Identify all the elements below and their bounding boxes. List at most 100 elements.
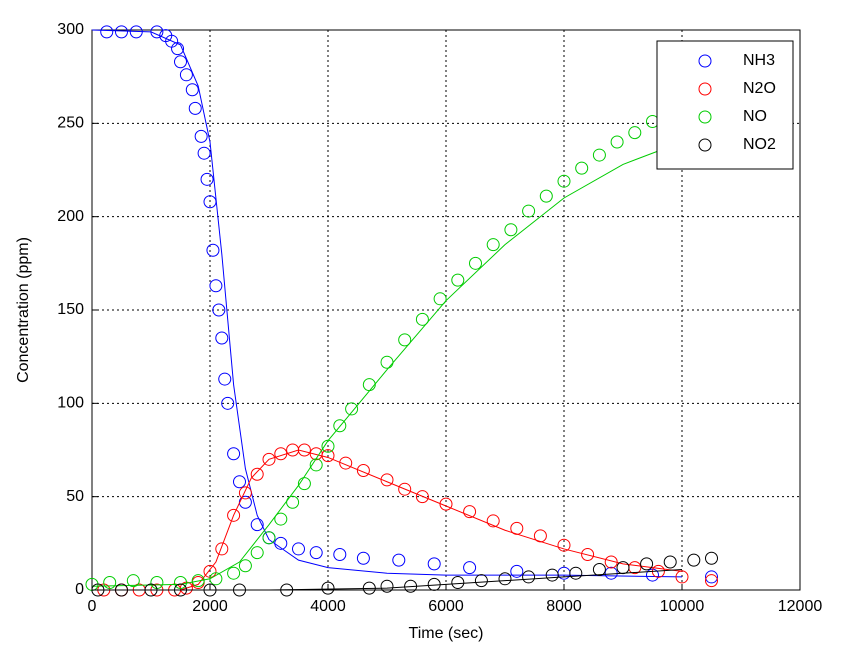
x-tick-label: 8000 — [546, 598, 582, 615]
marker — [200, 172, 214, 186]
marker — [286, 495, 300, 509]
marker — [215, 542, 229, 556]
marker — [191, 574, 205, 588]
marker — [581, 548, 595, 562]
marker — [427, 557, 441, 571]
marker — [439, 497, 453, 511]
marker — [469, 256, 482, 270]
marker — [129, 25, 143, 39]
marker — [463, 505, 477, 519]
marker — [100, 25, 114, 39]
marker — [321, 439, 335, 453]
legend-label: NO2 — [743, 136, 776, 153]
marker — [616, 561, 630, 575]
marker — [126, 574, 140, 588]
marker — [451, 576, 465, 590]
marker — [522, 570, 536, 584]
marker — [510, 564, 524, 578]
marker — [174, 583, 187, 597]
marker — [274, 447, 288, 461]
marker — [545, 568, 559, 582]
marker — [610, 135, 624, 149]
marker — [640, 557, 654, 571]
marker — [321, 449, 335, 463]
marker — [212, 303, 226, 317]
x-tick-label: 2000 — [192, 598, 228, 615]
marker — [504, 223, 518, 237]
marker — [238, 559, 252, 573]
legend-label: NO — [743, 108, 767, 125]
marker — [292, 542, 305, 556]
marker — [233, 475, 246, 489]
legend-marker — [698, 110, 712, 124]
marker — [203, 195, 217, 209]
marker — [675, 570, 689, 584]
marker — [380, 473, 394, 487]
marker — [262, 452, 276, 466]
marker — [250, 518, 264, 532]
marker — [209, 572, 223, 586]
marker — [705, 574, 718, 588]
marker — [209, 279, 223, 293]
marker — [221, 396, 235, 410]
x-tick-label: 0 — [88, 598, 97, 615]
marker — [486, 514, 500, 528]
marker — [380, 355, 394, 369]
marker — [297, 477, 311, 491]
marker — [663, 555, 677, 569]
marker — [297, 443, 311, 457]
marker — [203, 583, 217, 597]
marker — [339, 456, 353, 470]
marker — [91, 583, 105, 597]
marker — [197, 146, 211, 160]
marker — [171, 42, 185, 56]
y-axis-label: Concentration (ppm) — [15, 237, 32, 383]
marker — [333, 548, 347, 562]
marker — [604, 555, 618, 569]
marker — [705, 570, 718, 584]
y-tick-label: 250 — [57, 115, 84, 132]
legend — [656, 40, 794, 170]
y-tick-label: 100 — [57, 395, 84, 412]
marker — [592, 148, 606, 162]
legend-label: N2O — [743, 80, 776, 97]
marker — [194, 129, 208, 143]
marker — [174, 55, 187, 69]
marker — [233, 583, 246, 597]
x-tick-label: 4000 — [310, 598, 346, 615]
marker — [433, 292, 447, 306]
marker — [103, 576, 117, 590]
marker — [115, 25, 128, 39]
marker — [321, 581, 335, 595]
legend-label: NH3 — [743, 52, 775, 69]
marker — [451, 273, 465, 287]
marker — [533, 529, 547, 543]
marker — [628, 126, 642, 140]
marker — [215, 331, 229, 345]
marker — [115, 583, 128, 597]
marker — [150, 25, 164, 39]
marker — [398, 482, 412, 496]
x-tick-label: 12000 — [778, 598, 823, 615]
x-tick-label: 10000 — [660, 598, 705, 615]
marker — [427, 577, 441, 591]
marker — [539, 189, 553, 203]
marker — [569, 566, 583, 580]
marker — [575, 161, 589, 175]
x-tick-label: 6000 — [428, 598, 464, 615]
y-tick-label: 150 — [57, 301, 84, 318]
y-tick-label: 300 — [57, 21, 84, 38]
marker — [522, 204, 536, 218]
marker — [415, 312, 429, 326]
marker — [227, 508, 241, 522]
y-tick-label: 0 — [75, 581, 84, 598]
marker — [274, 512, 288, 526]
marker — [687, 553, 701, 567]
marker — [238, 486, 252, 500]
marker — [510, 521, 524, 535]
legend-marker — [698, 82, 712, 96]
marker — [557, 538, 571, 552]
marker — [274, 536, 288, 550]
marker — [185, 83, 199, 97]
